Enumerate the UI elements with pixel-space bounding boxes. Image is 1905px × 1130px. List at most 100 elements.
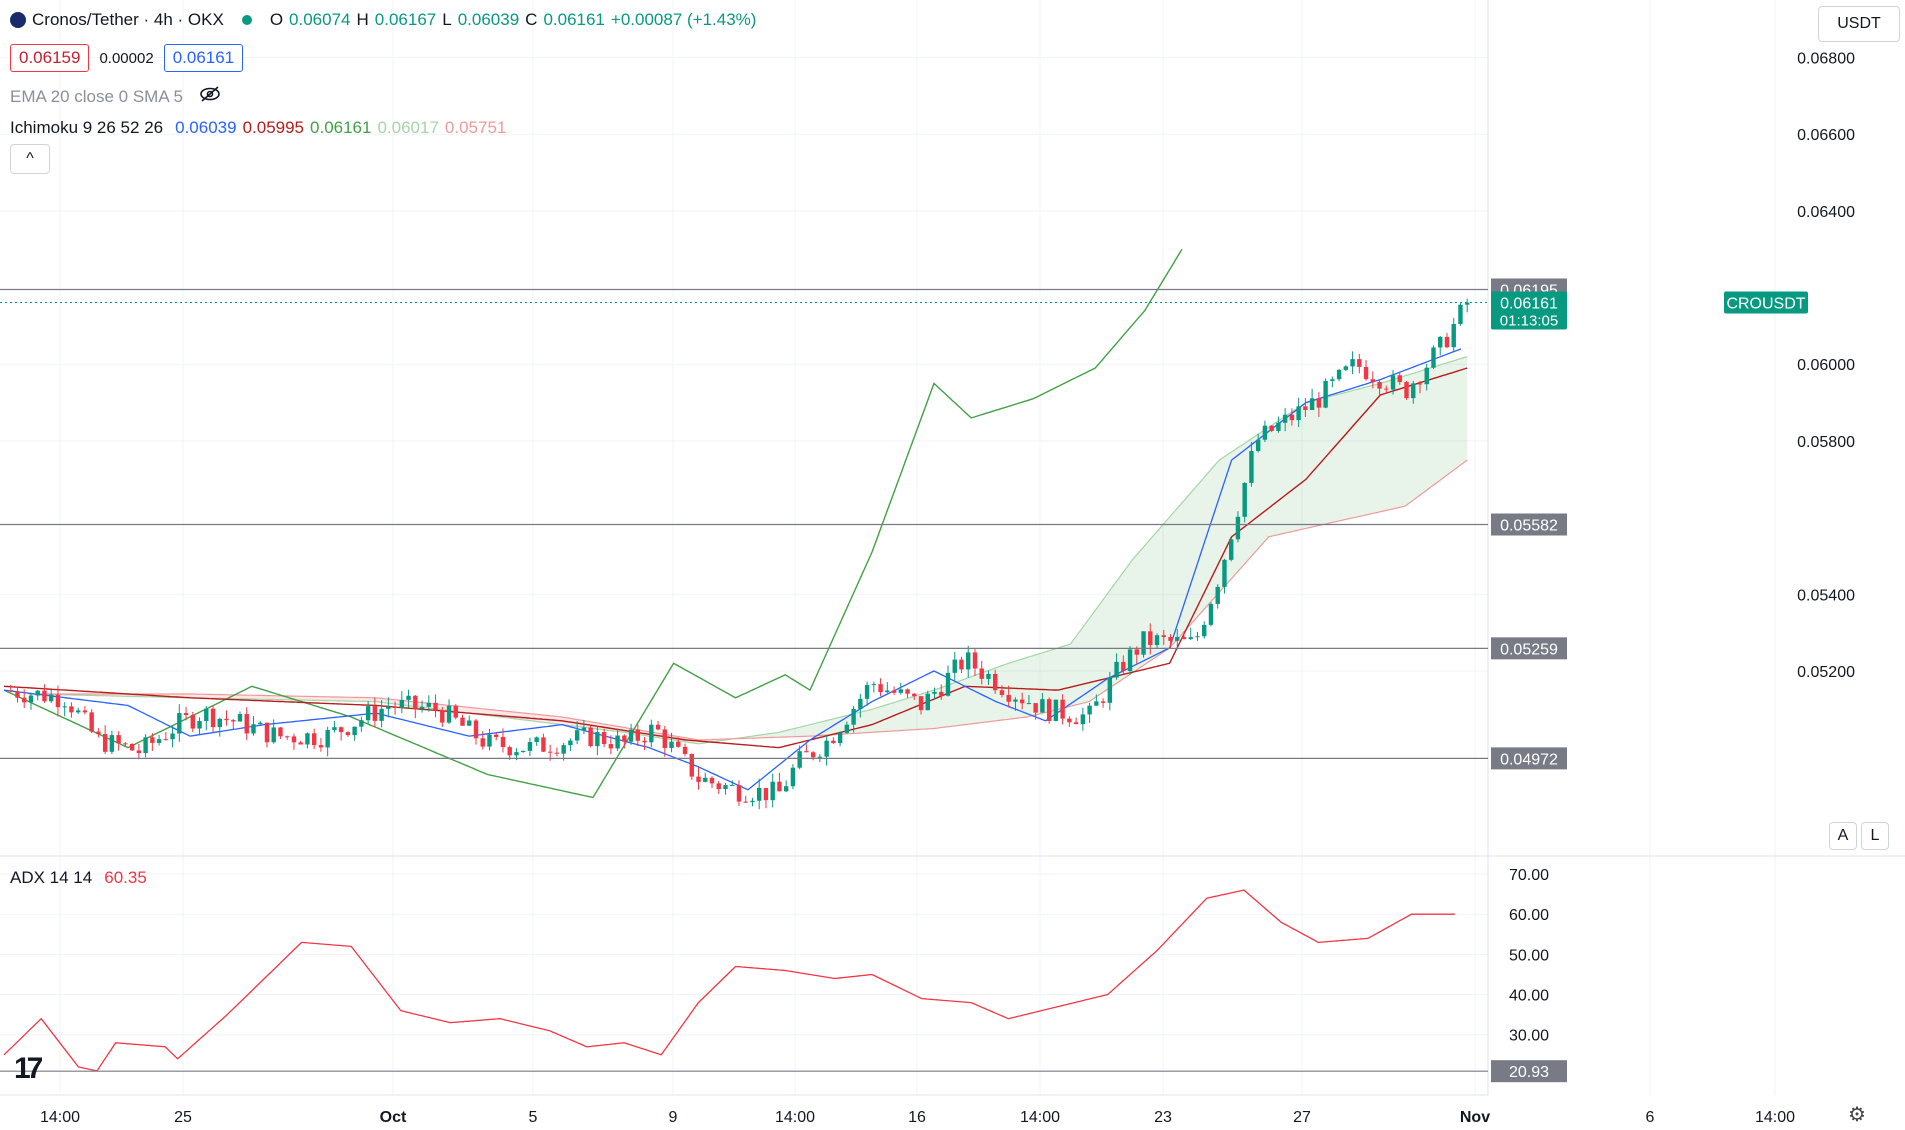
candle-down xyxy=(480,738,485,747)
ohlc-open: 0.06074 xyxy=(289,10,351,29)
candle-down xyxy=(82,710,88,713)
sell-price-button[interactable]: 0.06159 xyxy=(10,44,90,72)
candle-up xyxy=(1195,636,1200,638)
candle-down xyxy=(1073,722,1079,725)
candle-down xyxy=(939,691,944,696)
candle-up xyxy=(864,685,870,699)
candle-down xyxy=(1121,661,1126,672)
ichimoku-kijun-line xyxy=(3,367,1468,749)
candle-down xyxy=(372,706,378,721)
collapse-legend-button[interactable]: ^ xyxy=(10,144,50,174)
candle-down xyxy=(588,727,593,747)
price-change: +0.00087 (+1.43%) xyxy=(610,10,757,29)
candle-down xyxy=(136,750,142,754)
tradingview-logo[interactable]: 17 xyxy=(14,1052,43,1085)
ohlc-close: 0.06161 xyxy=(543,10,605,29)
candle-down xyxy=(1269,425,1274,431)
candle-up xyxy=(487,734,492,747)
time-axis-tick: Oct xyxy=(380,1109,407,1126)
candle-down xyxy=(1168,637,1173,641)
symbol-title[interactable]: Cronos/Tether · 4h · OKX xyxy=(32,10,224,29)
candle-down xyxy=(338,727,344,733)
candle-up xyxy=(170,733,175,740)
candle-up xyxy=(1080,714,1086,725)
candle-down xyxy=(183,713,189,716)
candle-up xyxy=(352,726,357,736)
candle-up xyxy=(237,714,243,722)
ichimoku-cloud xyxy=(28,356,1468,744)
ichimoku-chikou-line xyxy=(3,248,1183,799)
axes: 0.06800 0.06600 0.06400 0.06000 0.05800 0.054… xyxy=(40,51,1855,1126)
grid xyxy=(0,0,1905,1096)
level-label-tag xyxy=(1491,747,1567,770)
time-axis-tick: 14:00 xyxy=(1020,1109,1060,1126)
candle-up xyxy=(467,720,472,726)
candle-up xyxy=(871,684,877,686)
candle-down xyxy=(1444,336,1450,348)
buy-price-button[interactable]: 0.06161 xyxy=(163,44,244,72)
candle-down xyxy=(905,689,910,694)
candle-down xyxy=(1404,382,1409,399)
candle-down xyxy=(716,783,721,790)
ichimoku-span-b-value: 0.05751 xyxy=(444,118,507,137)
level-label: 0.05582 xyxy=(1491,513,1567,536)
ohlc-high: 0.06167 xyxy=(374,10,437,29)
log-scale-button[interactable]: L xyxy=(1861,822,1889,850)
candle-up xyxy=(49,694,54,702)
candle-down xyxy=(129,743,135,751)
adx-axis-tick: 60.00 xyxy=(1509,907,1549,924)
candle-down xyxy=(264,722,270,743)
candle-up xyxy=(1229,539,1234,560)
candle-up xyxy=(1276,422,1281,431)
candle-down xyxy=(224,718,229,721)
candle-up xyxy=(514,752,519,756)
ichimoku-tenkan-line xyxy=(3,348,1462,791)
candle-up xyxy=(817,756,823,758)
candles xyxy=(8,298,1470,810)
candle-up xyxy=(1323,380,1328,408)
candle-down xyxy=(736,785,742,802)
chevron-up-icon: ^ xyxy=(26,150,34,167)
price-levels: 0.061950.055820.052590.049720.0616101:13… xyxy=(0,278,1808,770)
gear-icon[interactable]: ⚙ xyxy=(1848,1104,1866,1126)
adx-axis-tick: 40.00 xyxy=(1509,988,1549,1005)
auto-scale-button[interactable]: A xyxy=(1829,822,1857,850)
candle-down xyxy=(709,777,715,784)
level-label-tag xyxy=(1491,513,1567,536)
eye-off-icon[interactable] xyxy=(199,86,221,107)
candle-up xyxy=(1255,439,1261,452)
candle-up xyxy=(527,741,533,751)
candle-down xyxy=(210,708,216,728)
candle-up xyxy=(925,693,930,711)
candle-up xyxy=(574,730,580,741)
candle-down xyxy=(1067,718,1072,723)
time-axis-tick: 14:00 xyxy=(775,1109,815,1126)
candle-down xyxy=(8,690,13,692)
candle-up xyxy=(28,695,34,703)
candle-up xyxy=(1249,451,1254,483)
ema-legend[interactable]: EMA 20 close 0 SMA 5 xyxy=(10,86,221,107)
price-axis-tick: 0.05400 xyxy=(1797,587,1855,604)
candle-up xyxy=(534,737,539,742)
candle-down xyxy=(69,706,74,713)
candle-up xyxy=(952,659,957,673)
ichimoku-legend[interactable]: Ichimoku 9 26 52 26 0.06039 0.05995 0.06… xyxy=(10,118,506,138)
candle-up xyxy=(109,735,115,752)
adx-value: 60.35 xyxy=(104,868,147,887)
cloud-bullish xyxy=(732,356,1468,739)
candle-down xyxy=(1100,701,1106,703)
candle-up xyxy=(204,708,209,722)
ema-label: EMA 20 close 0 SMA 5 xyxy=(10,86,183,106)
level-label-tag xyxy=(1491,637,1567,660)
candle-down xyxy=(676,741,681,747)
candle-up xyxy=(197,721,202,729)
currency-label: USDT xyxy=(1837,15,1881,32)
candle-up xyxy=(790,767,796,787)
adx-legend[interactable]: ADX 14 14 60.35 xyxy=(10,868,147,888)
currency-select[interactable]: USDT xyxy=(1818,6,1900,42)
candle-up xyxy=(824,740,829,757)
time-axis-tick: 9 xyxy=(669,1109,678,1126)
candle-down xyxy=(912,693,917,697)
level-label-text: 0.05259 xyxy=(1500,641,1558,658)
candle-down xyxy=(696,776,701,782)
